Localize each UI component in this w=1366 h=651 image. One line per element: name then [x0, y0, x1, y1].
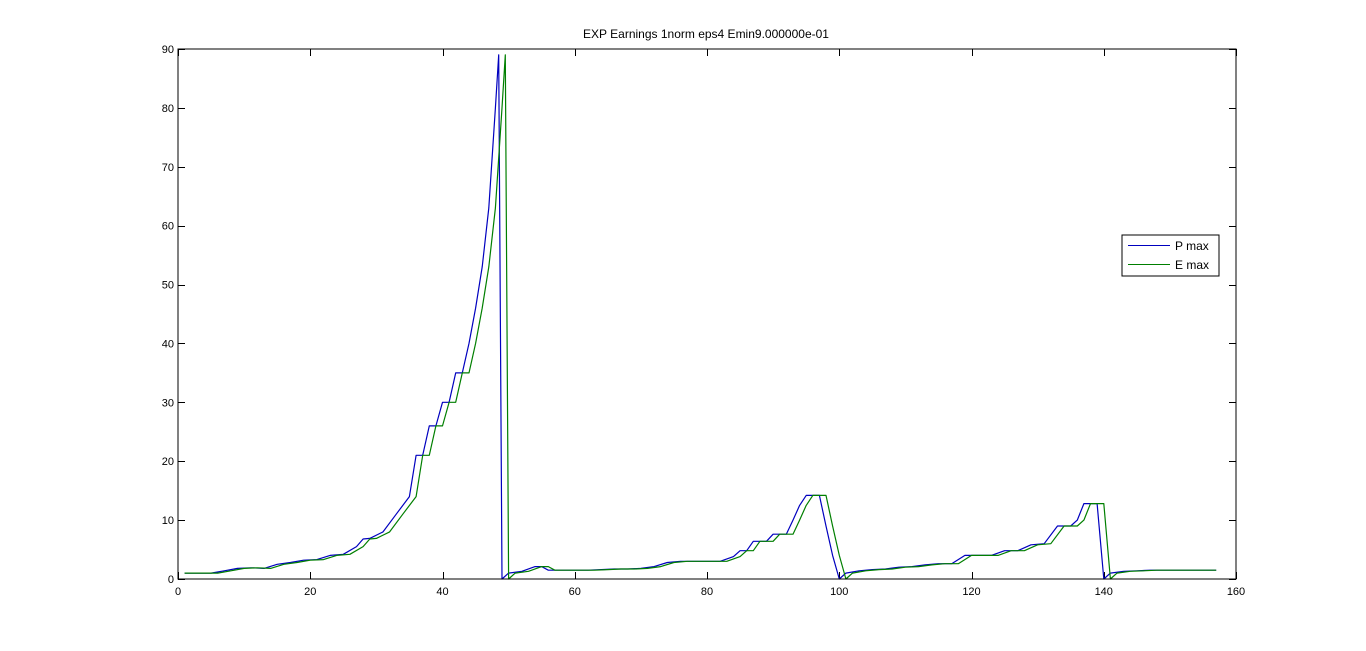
series-lines: [184, 54, 1217, 580]
y-tick-label: 10: [162, 515, 174, 527]
y-tick-label: 80: [162, 103, 174, 115]
legend: P max E max: [1121, 234, 1220, 277]
y-tick-label: 50: [162, 280, 174, 292]
y-tick-label: 70: [162, 162, 174, 174]
x-tick-label: 20: [304, 586, 316, 598]
x-tick-label: 60: [569, 586, 581, 598]
legend-label-p-max: P max: [1175, 239, 1209, 253]
x-tick-label: 80: [701, 586, 713, 598]
x-tick-label: 160: [1227, 586, 1245, 598]
y-tick-label: 40: [162, 338, 174, 350]
legend-box: [1121, 234, 1220, 277]
tick-labels: 0 20 40 60 80 100 120 140 160 0 10 20 30 40 50 60 70 80 90: [162, 44, 1245, 598]
legend-label-e-max: E max: [1175, 258, 1209, 272]
y-tick-label: 30: [162, 397, 174, 409]
y-tick-label: 90: [162, 44, 174, 56]
y-tick-label: 20: [162, 456, 174, 468]
x-tick-label: 100: [830, 586, 848, 598]
series-line-e-max: [184, 54, 1217, 580]
x-tick-label: 40: [436, 586, 448, 598]
x-tick-label: 0: [175, 586, 181, 598]
y-tick-label: 0: [168, 574, 174, 586]
y-tick-label: 60: [162, 221, 174, 233]
plot-frame: [177, 48, 1237, 580]
plot-area: [178, 49, 1236, 579]
chart-title: EXP Earnings 1norm eps4 Emin9.000000e-01: [583, 27, 829, 41]
x-tick-label: 140: [1095, 586, 1113, 598]
x-tick-label: 120: [962, 586, 980, 598]
